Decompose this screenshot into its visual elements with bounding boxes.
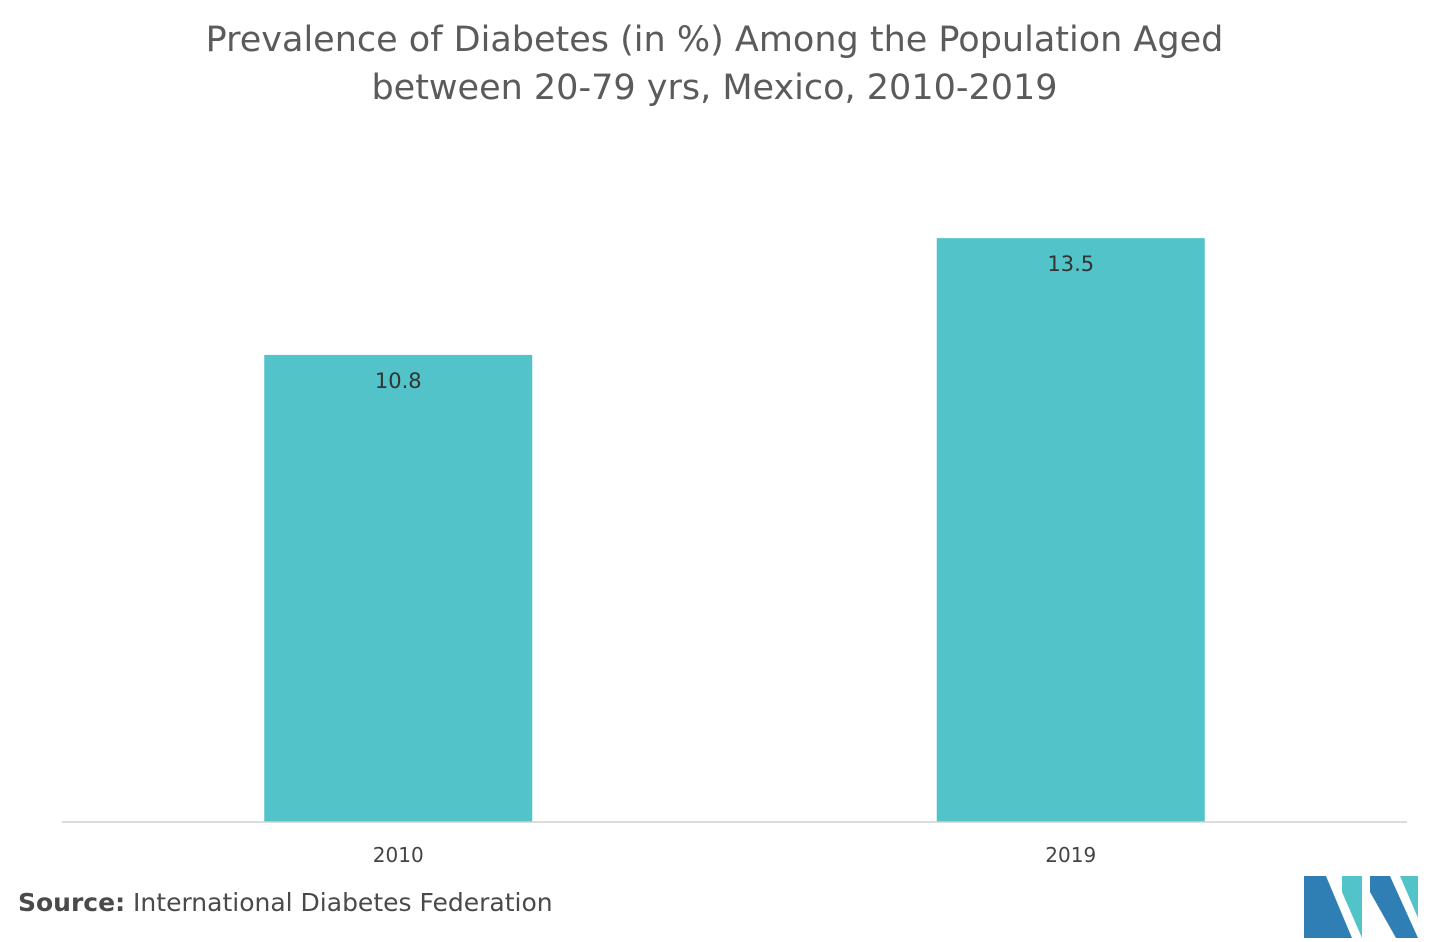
source-label: Source: bbox=[18, 888, 126, 917]
label-group: 10.8 2010 13.5 2019 bbox=[373, 252, 1096, 867]
mordor-intelligence-logo-icon bbox=[1304, 876, 1418, 938]
data-label-2010: 10.8 bbox=[375, 369, 422, 393]
bar-2019 bbox=[936, 238, 1205, 822]
source-note: Source: International Diabetes Federatio… bbox=[18, 888, 553, 917]
x-tick-label-2019: 2019 bbox=[1045, 843, 1096, 867]
data-label-2019: 13.5 bbox=[1047, 252, 1094, 276]
x-tick-label-2010: 2010 bbox=[373, 843, 424, 867]
bar-chart: 10.8 2010 13.5 2019 bbox=[62, 238, 1407, 867]
source-text: International Diabetes Federation bbox=[133, 888, 553, 917]
chart-title-line-1: Prevalence of Diabetes (in %) Among the … bbox=[205, 20, 1224, 60]
chart-title: Prevalence of Diabetes (in %) Among the … bbox=[0, 16, 1429, 112]
chart-title-line-2: between 20-79 yrs, Mexico, 2010-2019 bbox=[371, 68, 1058, 108]
bar-group bbox=[264, 238, 1205, 822]
bar-2010 bbox=[264, 354, 533, 822]
